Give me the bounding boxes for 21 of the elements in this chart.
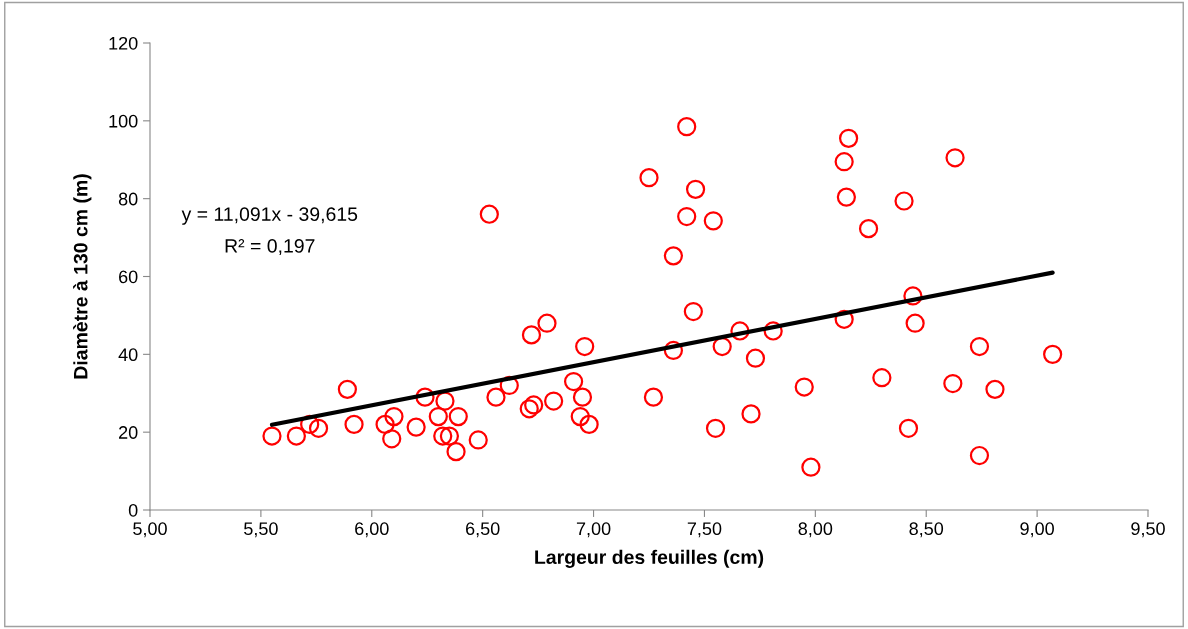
annotation: R² = 0,197 — [225, 239, 315, 256]
y-tick-label: 40 — [118, 348, 138, 362]
y-tick-label: 60 — [119, 270, 138, 284]
y-axis-title: Diamètre à 130 cm (m) — [73, 174, 92, 379]
x-tick-label: 7,50 — [687, 522, 722, 538]
y-tick-label: 120 — [109, 36, 138, 50]
x-tick-label: 8,00 — [798, 522, 833, 538]
x-tick-label: 8,50 — [909, 522, 944, 538]
x-tick-label: 6,50 — [466, 522, 500, 538]
y-tick-label: 0 — [128, 503, 138, 517]
x-axis-title: Largeur des feuilles (cm) — [535, 549, 764, 568]
x-tick-label: 5,00 — [133, 522, 167, 538]
y-tick-label: 80 — [118, 192, 138, 206]
x-tick-label: 7,00 — [576, 522, 611, 538]
annotation: y = 11,091x - 39,615 — [181, 207, 358, 225]
y-tick-label: 20 — [119, 426, 138, 439]
x-tick-label: 9,50 — [1131, 522, 1165, 538]
x-tick-label: 6,00 — [355, 522, 389, 538]
x-tick-label: 9,00 — [1020, 522, 1054, 538]
x-tick-label: 5,50 — [244, 522, 278, 538]
y-tick-label: 100 — [109, 114, 138, 128]
